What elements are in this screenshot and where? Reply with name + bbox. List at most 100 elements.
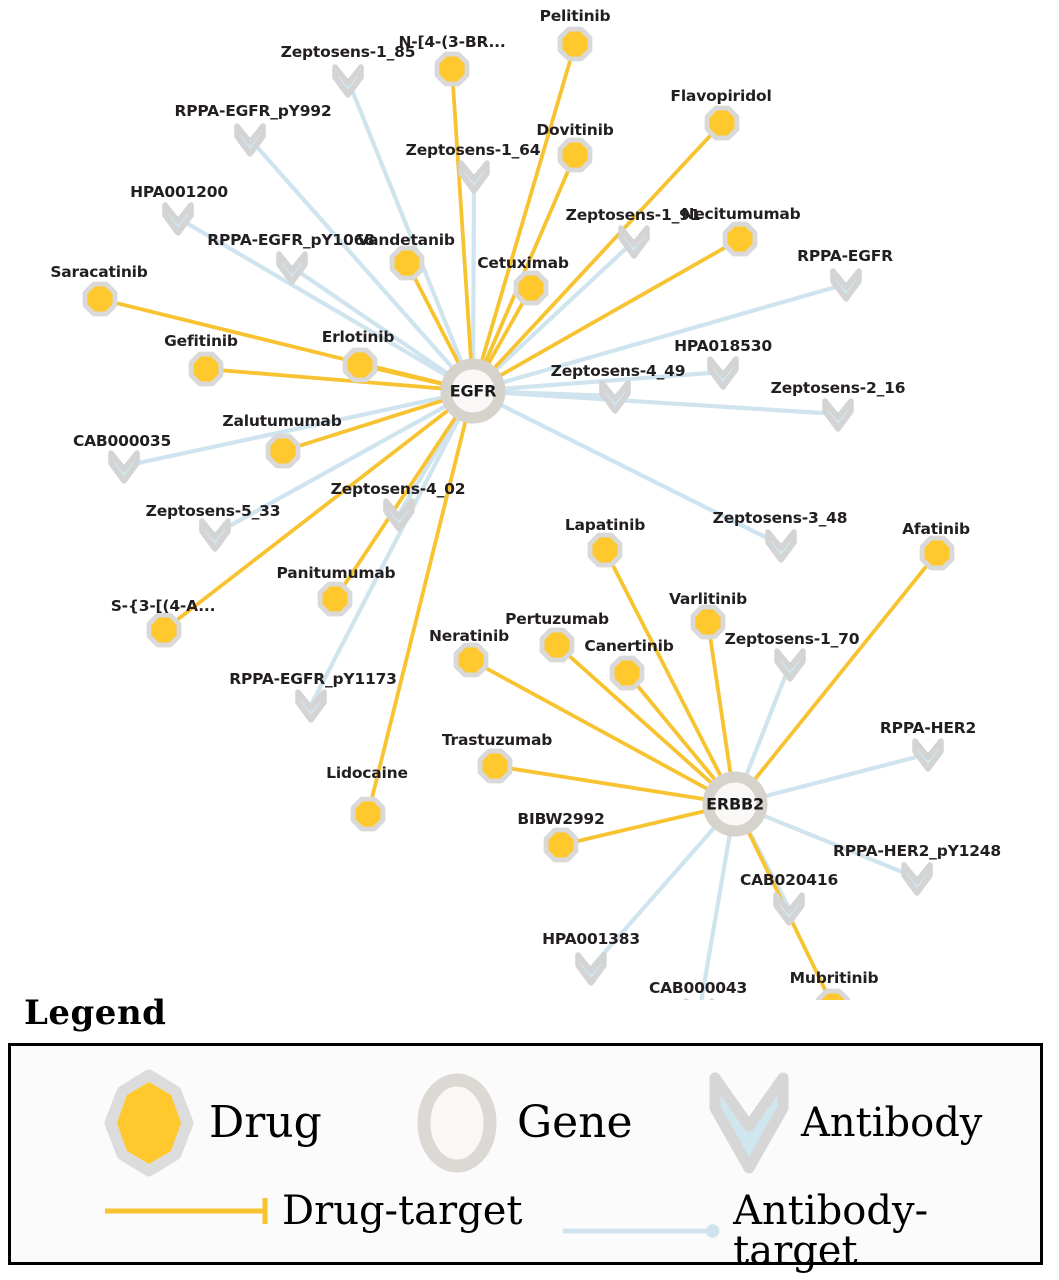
ring-icon <box>417 1073 497 1173</box>
drug-label-lidocaine: Lidocaine <box>326 764 408 782</box>
gene-nodes <box>440 358 768 837</box>
antibody-label-zeptosens-1-64: Zeptosens-1_64 <box>405 141 541 159</box>
drug-label-n-4-3-br: N-[4-(3-BR... <box>398 33 506 51</box>
antibody-label-hpa001383: HPA001383 <box>542 930 640 948</box>
drug-node-halo <box>453 642 489 678</box>
drug-node-halo <box>557 137 593 173</box>
drug-node-halo <box>350 796 386 832</box>
antibody-label-cab000043: CAB000043 <box>648 979 748 997</box>
antibody-label-hpa018530: HPA018530 <box>674 337 772 355</box>
gene-node-erbb2 <box>702 771 768 837</box>
t-bar-line-icon <box>105 1198 268 1224</box>
drug-label-bibw2992: BIBW2992 <box>517 810 605 828</box>
drug-node-halo <box>543 827 579 863</box>
drug-label-zalutumumab: Zalutumumab <box>222 412 342 430</box>
network-graph: Zeptosens-1_85 RPPA-EGFR_pY992 HPA001200 RP… <box>50 7 1001 1032</box>
drug-node <box>322 586 348 612</box>
drug-node <box>518 275 544 301</box>
antibody-label-rppa-egfr: RPPA-EGFR <box>797 247 893 265</box>
drug-node-halo <box>342 347 378 383</box>
legend-label-drug-target: Drug-target <box>282 1188 523 1234</box>
legend-item-antibody-target: Antibody-target <box>559 1191 1040 1271</box>
drug-label-erlotinib: Erlotinib <box>321 328 395 346</box>
antibody-label-zeptosens-3-48: Zeptosens-3_48 <box>712 509 848 527</box>
drug-node-halo <box>609 655 645 691</box>
antibody-node <box>276 251 308 285</box>
gene-label-egfr: EGFR <box>449 381 497 401</box>
antibody-node <box>383 498 415 532</box>
legend-label-drug: Drug <box>209 1097 322 1148</box>
legend-label-antibody-target: Antibody-target <box>733 1188 929 1274</box>
gene-label-erbb2: ERBB2 <box>706 794 764 814</box>
antibody-node <box>575 952 607 986</box>
chevron-icon <box>709 1072 789 1174</box>
drug-node-halo <box>513 270 549 306</box>
drug-node-halo <box>265 433 301 469</box>
drug-label-dovitinib: Dovitinib <box>536 121 614 139</box>
antibody-node <box>162 202 194 236</box>
drug-node-halo <box>434 51 470 87</box>
antibody-node <box>822 398 854 432</box>
antibody-node <box>458 160 490 194</box>
antibody-label-zeptosens-2-16: Zeptosens-2_16 <box>770 379 906 397</box>
antibody-node <box>912 738 944 772</box>
dot-line-icon <box>562 1224 720 1238</box>
drug-node-halo <box>389 245 425 281</box>
antibody-node <box>599 380 631 414</box>
legend-item-drug-target: Drug-target <box>101 1191 522 1231</box>
antibody-label-rppa-her2-py1248: RPPA-HER2_pY1248 <box>833 842 1001 860</box>
drug-label-pelitinib: Pelitinib <box>539 7 611 25</box>
drug-node <box>548 832 574 858</box>
antibody-node <box>830 268 862 302</box>
antibody-label-rppa-egfr-py1068: RPPA-EGFR_pY1068 <box>207 231 375 249</box>
drug-label-gefitinib: Gefitinib <box>164 332 238 350</box>
octagon-icon <box>104 1069 194 1177</box>
drug-node-halo <box>704 105 740 141</box>
drug-node <box>695 609 721 635</box>
drug-node-halo <box>477 748 513 784</box>
antibody-node <box>707 356 739 390</box>
antibody-label-zeptosens-1-85: Zeptosens-1_85 <box>280 43 416 61</box>
antibody-label-rppa-her2: RPPA-HER2 <box>879 719 977 737</box>
legend-item-gene: Gene <box>411 1068 633 1178</box>
drug-label-lapatinib: Lapatinib <box>564 516 646 534</box>
drug-node-halo <box>146 612 182 648</box>
drug-node <box>394 250 420 276</box>
drug-label-afatinib: Afatinib <box>902 520 970 538</box>
antibody-label-zeptosens-1-70: Zeptosens-1_70 <box>724 630 860 648</box>
antibody-label-cab000035: CAB000035 <box>72 432 172 450</box>
drug-node-halo <box>188 351 224 387</box>
drug-label-panitumumab: Panitumumab <box>276 564 396 582</box>
antibody-node <box>773 892 805 926</box>
drug-label-mubritinib: Mubritinib <box>789 969 879 987</box>
antibody-label-zeptosens-4-02: Zeptosens-4_02 <box>330 480 466 498</box>
drug-label-trastuzumab: Trastuzumab <box>441 731 553 749</box>
drug-node <box>151 617 177 643</box>
antibody-node <box>295 689 327 723</box>
drug-label-neratinib: Neratinib <box>429 627 509 645</box>
drug-label-cetuximab: Cetuximab <box>477 254 569 272</box>
antibody-node <box>199 518 231 552</box>
legend-item-drug: Drug <box>103 1068 322 1178</box>
antibody-label-rppa-egfr-py1173: RPPA-EGFR_pY1173 <box>229 670 397 688</box>
drug-node <box>562 31 588 57</box>
drug-node-halo <box>82 281 118 317</box>
antibody-node <box>765 529 797 563</box>
drug-label-flavopiridol: Flavopiridol <box>670 87 772 105</box>
drug-node <box>727 226 753 252</box>
drug-node <box>562 142 588 168</box>
drug-node <box>544 632 570 658</box>
legend-box: Drug Gene Antibody Drug-target <box>8 1043 1043 1271</box>
drug-node <box>709 110 735 136</box>
gene-node-egfr <box>440 358 506 424</box>
legend-label-gene: Gene <box>517 1097 633 1148</box>
legend-label-antibody: Antibody <box>801 1100 983 1146</box>
antibody-node <box>901 862 933 896</box>
antibody-node <box>774 648 806 682</box>
drug-label-canertinib: Canertinib <box>584 637 674 655</box>
antibody-label-zeptosens-5-33: Zeptosens-5_33 <box>145 502 281 520</box>
network-svg <box>82 26 955 1032</box>
drug-node-halo <box>587 532 623 568</box>
drug-node-halo <box>557 26 593 62</box>
antibody-node <box>234 123 266 157</box>
